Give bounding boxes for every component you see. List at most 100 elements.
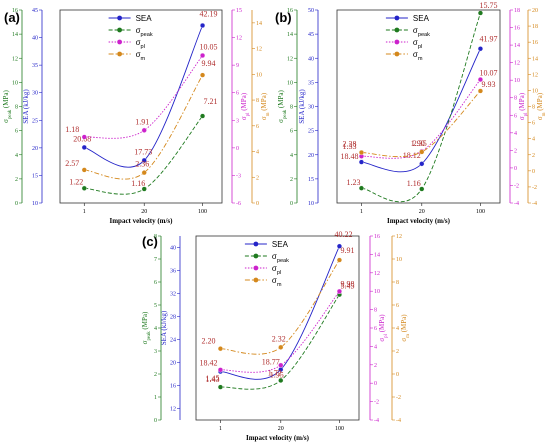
pl-axis-tick-label: 9 — [236, 63, 239, 69]
peak-axis-tick-label: 8 — [154, 234, 157, 240]
m-axis-tick-label: 8 — [396, 280, 399, 286]
data-label-SEA: 41.97 — [479, 35, 497, 44]
data-point-peak — [278, 377, 284, 384]
data-label-SEA: 17.73 — [134, 147, 152, 156]
data-point-peak — [199, 113, 206, 119]
pl-axis-title: σpl (MPa) — [518, 92, 529, 120]
pl-axis-tick-label: 16 — [374, 234, 380, 240]
pl-axis-title: σpl (MPa) — [378, 314, 389, 342]
peak-axis-tick-label: 0 — [290, 201, 293, 207]
m-axis-tick-label: 4 — [256, 150, 259, 156]
SEA-axis-tick-label: 40 — [308, 56, 314, 62]
data-label-peak: 15.75 — [479, 1, 497, 10]
m-axis-tick-label: -2 — [532, 185, 537, 191]
data-label-pl: 1.91 — [135, 117, 149, 126]
legend-entry-peak: σpeak — [413, 26, 430, 38]
x-tick-label: 100 — [476, 209, 485, 215]
panel-label: (a) — [4, 10, 20, 25]
pl-axis-tick-label: -4 — [374, 418, 379, 424]
data-label-m: 2.35 — [413, 139, 427, 148]
pl-axis-tick-label: 14 — [514, 43, 520, 49]
SEA-axis-tick-label: 24 — [170, 338, 176, 344]
pl-axis-tick-label: 6 — [374, 326, 377, 332]
SEA-axis-title: SEA (kJ/kg) — [160, 310, 168, 345]
legend-entry-pl: σpl — [136, 38, 145, 50]
data-label-m: 9.93 — [481, 80, 495, 89]
SEA-axis-tick-label: 25 — [32, 118, 38, 124]
data-point-m — [141, 170, 147, 176]
peak-axis-tick-label: 12 — [12, 56, 18, 62]
data-label-pl: 1.95 — [270, 370, 284, 379]
SEA-axis-tick-label: 15 — [32, 173, 38, 179]
m-axis-title: σm (MPa) — [536, 92, 547, 120]
legend-marker-m — [117, 51, 122, 57]
data-point-m — [217, 346, 224, 352]
data-point-m — [81, 167, 87, 173]
m-axis-title: σm (MPa) — [400, 314, 411, 342]
data-point-SEA — [141, 157, 147, 163]
peak-axis-title: σpeak (MPa) — [277, 90, 288, 123]
m-axis-tick-label: 2 — [532, 153, 535, 159]
m-axis-tick-label: 12 — [256, 47, 262, 53]
data-point-SEA — [199, 22, 206, 29]
data-label-SEA: 18.77 — [262, 358, 280, 367]
m-axis-tick-label: 4 — [396, 326, 399, 332]
data-point-m — [336, 257, 343, 263]
data-point-m — [278, 344, 284, 350]
SEA-axis-tick-label: 15 — [308, 177, 314, 183]
SEA-axis-title: SEA (kJ/kg) — [22, 89, 30, 124]
x-tick-label: 20 — [278, 426, 284, 432]
legend-marker-peak — [394, 27, 400, 33]
m-axis-tick-label: 0 — [396, 372, 399, 378]
SEA-axis-tick-label: 20 — [308, 153, 314, 159]
pl-axis-tick-label: -3 — [236, 173, 241, 179]
SEA-axis-tick-label: 20 — [170, 361, 176, 367]
pl-axis-tick-label: 16 — [514, 26, 520, 32]
data-point-pl — [278, 362, 284, 368]
data-point-SEA — [358, 159, 365, 165]
legend-entry-pl: σpl — [413, 38, 422, 50]
pl-axis-tick-label: 10 — [374, 289, 380, 295]
data-label-peak: 1.16 — [131, 179, 145, 188]
pl-axis-tick-label: 2 — [514, 148, 517, 154]
peak-axis-tick-label: 6 — [290, 129, 293, 135]
peak-axis-tick-label: 4 — [15, 153, 18, 159]
SEA-axis-tick-label: 25 — [308, 129, 314, 135]
peak-axis-tick-label: 6 — [15, 129, 18, 135]
legend-entry-pl: σpl — [272, 264, 281, 276]
legend-entry-peak: σpeak — [136, 26, 153, 38]
legend-entry-m: σm — [413, 50, 423, 62]
SEA-axis-tick-label: 36 — [170, 269, 176, 275]
data-label-m: 9.94 — [202, 59, 216, 68]
m-axis-tick-label: 6 — [256, 124, 259, 130]
series-line-pl — [361, 79, 481, 159]
m-axis-tick-label: 8 — [532, 105, 535, 111]
legend-marker-SEA — [117, 15, 122, 21]
legend-marker-peak — [117, 27, 122, 33]
plot-frame — [336, 9, 501, 204]
pl-axis-tick-label: -2 — [514, 183, 519, 189]
data-point-peak — [81, 185, 87, 191]
peak-axis-tick-label: 4 — [154, 326, 157, 332]
data-point-pl — [217, 367, 224, 373]
legend-marker-pl — [253, 265, 259, 271]
pl-axis-tick-label: 6 — [236, 91, 239, 97]
data-label-m: 9.91 — [340, 246, 354, 255]
x-tick-label: 1 — [219, 426, 222, 432]
m-axis-tick-label: -4 — [396, 418, 401, 424]
panel-label: (c) — [142, 234, 158, 249]
data-point-pl — [199, 52, 206, 59]
pl-axis-tick-label: 3 — [236, 118, 239, 124]
data-label-pl: 1.90 — [411, 139, 425, 148]
SEA-axis-title: SEA (kJ/kg) — [298, 89, 306, 124]
peak-axis-tick-label: 3 — [154, 349, 157, 355]
series-line-peak — [361, 12, 481, 203]
data-label-peak: 1.23 — [346, 178, 360, 187]
pl-axis-tick-label: 0 — [236, 146, 239, 152]
peak-axis-tick-label: 1 — [154, 395, 157, 401]
x-tick-label: 100 — [335, 426, 344, 432]
m-axis-tick-label: 12 — [396, 234, 402, 240]
data-point-m — [419, 149, 425, 155]
